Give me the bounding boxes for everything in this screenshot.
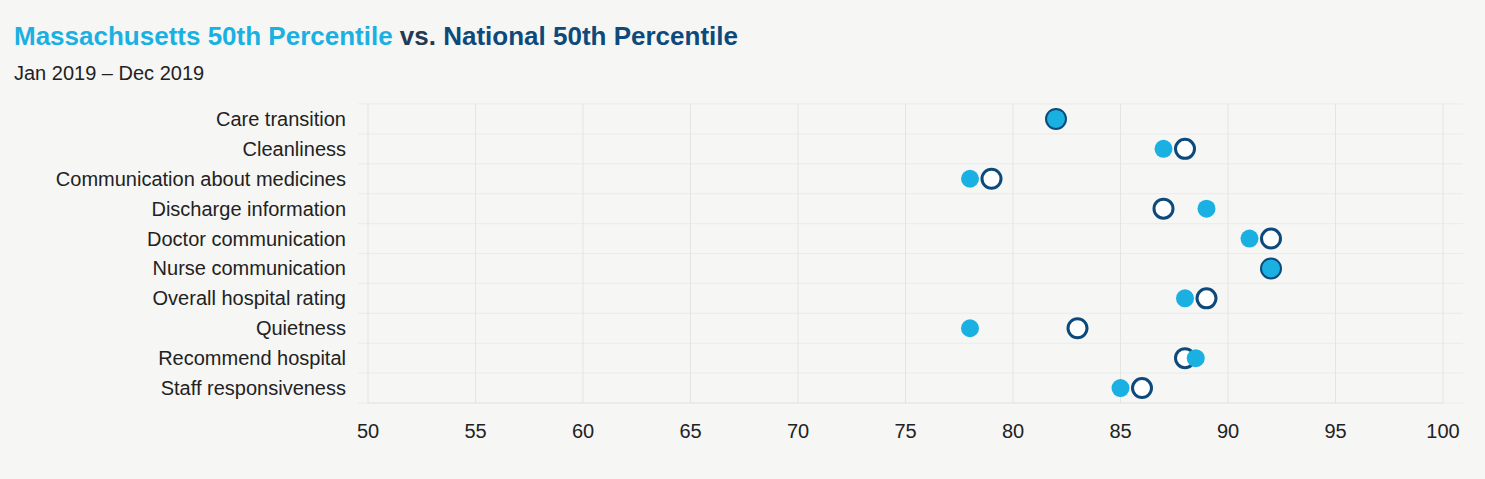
category-label: Care transition [216, 108, 346, 130]
dot [1197, 289, 1216, 308]
dot [1176, 289, 1194, 307]
dot [1154, 199, 1173, 218]
dot [1198, 200, 1216, 218]
category-label: Quietness [256, 317, 346, 339]
grid-line [1120, 104, 1121, 403]
row-line [358, 283, 1463, 284]
dot [1133, 379, 1152, 398]
grid-line [1443, 104, 1444, 403]
grid-line [583, 104, 584, 403]
category-label: Discharge information [151, 198, 346, 220]
row-line [358, 223, 1463, 224]
grid-line [690, 104, 691, 403]
row-line [358, 253, 1463, 254]
dot [1047, 110, 1065, 128]
subtitle: Jan 2019 – Dec 2019 [14, 62, 204, 84]
tick-label: 90 [1217, 420, 1239, 442]
row-line [358, 313, 1463, 314]
dot [1155, 140, 1173, 158]
row-line [358, 403, 1463, 404]
grid-line [368, 104, 369, 403]
dot [1262, 259, 1281, 278]
dot [1112, 379, 1130, 397]
row-line [358, 133, 1463, 134]
category-label: Cleanliness [243, 138, 346, 160]
row-line [358, 193, 1463, 194]
dot [1262, 259, 1280, 277]
title-part: Massachusetts 50th Percentile [14, 21, 393, 51]
dot [1047, 109, 1066, 128]
category-label: Overall hospital rating [153, 287, 346, 309]
category-label: Nurse communication [153, 257, 346, 279]
category-label: Doctor communication [147, 228, 346, 250]
grid-line [798, 104, 799, 403]
tick-label: 60 [572, 420, 594, 442]
tick-label: 80 [1002, 420, 1024, 442]
tick-label: 85 [1109, 420, 1131, 442]
row-line [358, 343, 1463, 344]
tick-label: 75 [894, 420, 916, 442]
category-label: Communication about medicines [56, 168, 346, 190]
tick-label: 65 [679, 420, 701, 442]
chart: Massachusetts 50th Percentile vs. Nation… [0, 0, 1485, 479]
row-line [358, 163, 1463, 164]
dot [1262, 229, 1281, 248]
grid-line [1335, 104, 1336, 403]
tick-label: 100 [1426, 420, 1459, 442]
title: Massachusetts 50th Percentile vs. Nation… [14, 21, 738, 51]
title-part: vs. [393, 21, 444, 51]
grid-line [905, 104, 906, 403]
dot [1068, 319, 1087, 338]
dot [961, 319, 979, 337]
row-line [358, 104, 1463, 105]
row-line [358, 373, 1463, 374]
tick-label: 70 [787, 420, 809, 442]
tick-label: 50 [357, 420, 379, 442]
dot [982, 169, 1001, 188]
dot [961, 170, 979, 188]
grid-line [475, 104, 476, 403]
dot [1187, 349, 1205, 367]
tick-label: 55 [464, 420, 486, 442]
dot [1176, 139, 1195, 158]
dot [1241, 230, 1259, 248]
background [0, 0, 1485, 479]
grid-line [1013, 104, 1014, 403]
grid-line [1228, 104, 1229, 403]
category-label: Staff responsiveness [161, 377, 346, 399]
marks [961, 109, 1281, 397]
category-label: Recommend hospital [158, 347, 346, 369]
tick-label: 95 [1324, 420, 1346, 442]
title-part: National 50th Percentile [443, 21, 738, 51]
